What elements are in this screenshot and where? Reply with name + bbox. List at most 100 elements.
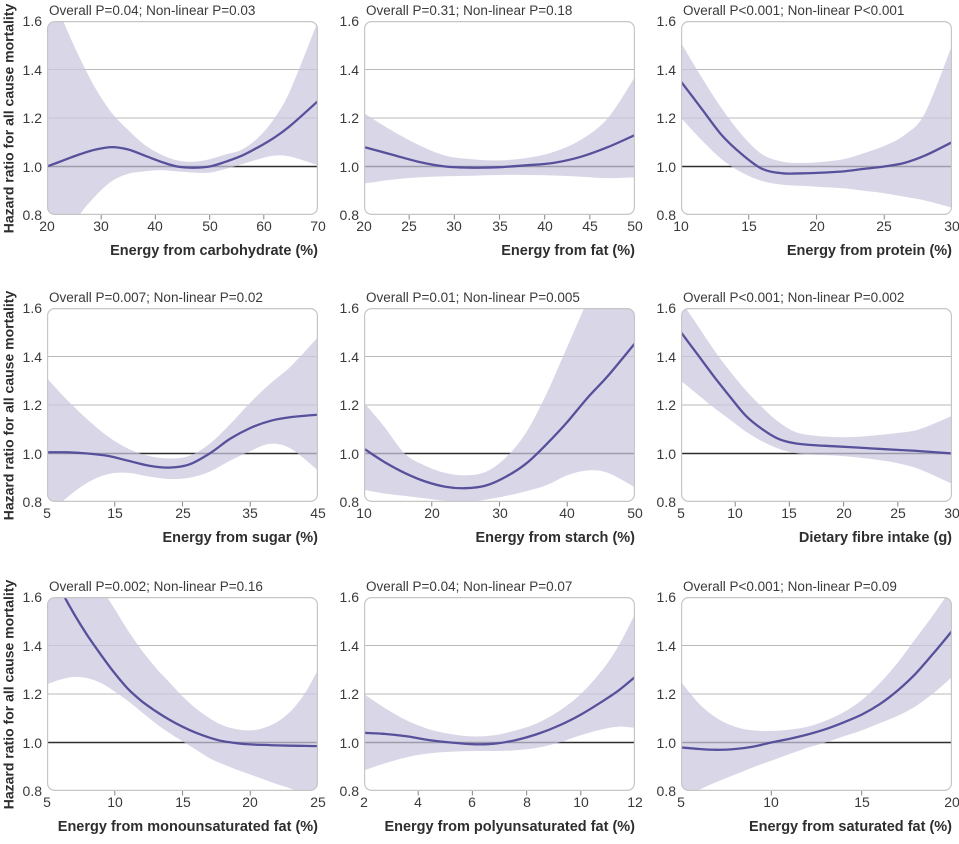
panel-title: Overall P=0.04; Non-linear P=0.03	[49, 3, 256, 18]
panel-fibre: Overall P<0.001; Non-linear P=0.002 1.6 1…	[634, 290, 959, 555]
y-tick-label: 1.0	[22, 159, 42, 175]
plot-frame	[364, 308, 635, 503]
y-tick-label: 1.2	[339, 110, 359, 126]
y-tick-label: 0.8	[656, 494, 676, 510]
spline-plot	[47, 308, 318, 507]
spline-plot	[364, 308, 635, 507]
x-axis-label: Energy from protein (%)	[786, 243, 952, 259]
y-tick-label: 1.4	[22, 638, 42, 654]
x-tick-label: 25	[890, 505, 906, 521]
x-tick-label: 30	[944, 505, 959, 521]
x-tick-label: 20	[39, 218, 55, 234]
confidence-band	[47, 337, 318, 502]
x-tick-label: 4	[414, 794, 422, 810]
panel-fat: Overall P=0.31; Non-linear P=0.18 1.6 1.4…	[317, 3, 643, 268]
x-axis-label: Dietary fibre intake (g)	[798, 530, 952, 546]
plot-area: 1.6 1.4 1.2 1.0 0.8 20 30 40 50 60 70	[0, 13, 326, 234]
hazard-ratio-curve	[47, 99, 318, 169]
x-tick-label: 10	[356, 505, 372, 521]
spline-plot	[681, 308, 952, 507]
x-tick-label: 40	[537, 218, 553, 234]
y-tick-label: 0.8	[339, 783, 359, 799]
confidence-band	[364, 76, 635, 184]
y-tick-label: 0.8	[22, 207, 42, 223]
y-tick-label: 1.2	[656, 686, 676, 702]
panel-polyunsaturated-fat: Overall P=0.04; Non-linear P=0.07 1.6 1.4…	[317, 579, 643, 844]
x-tick-label: 10	[573, 794, 589, 810]
x-tick-label: 12	[627, 794, 643, 810]
x-tick-label: 20	[944, 794, 959, 810]
x-axis-label: Energy from starch (%)	[475, 530, 635, 546]
x-tick-label: 35	[492, 218, 508, 234]
plot-area: 1.6 1.4 1.2 1.0 0.8 2 4 6 8 10 12	[317, 589, 643, 810]
y-tick-label: 0.8	[339, 207, 359, 223]
x-tick-label: 30	[93, 218, 109, 234]
confidence-band	[364, 308, 635, 502]
panel-title: Overall P<0.001; Non-linear P<0.001	[683, 3, 905, 18]
y-tick-label: 1.0	[656, 446, 676, 462]
y-tick-label: 1.6	[339, 13, 359, 29]
y-tick-label: 0.8	[22, 783, 42, 799]
y-tick-label: 1.0	[656, 735, 676, 751]
hazard-ratio-curve	[47, 413, 318, 469]
plot-frame	[47, 21, 318, 216]
x-tick-label: 40	[559, 505, 575, 521]
plot-area: 1.6 1.4 1.2 1.0 0.8 20 25 30 35 40 45 50	[317, 13, 643, 234]
y-tick-label: 1.6	[656, 589, 676, 605]
x-tick-label: 5	[677, 505, 685, 521]
x-tick-label: 40	[147, 218, 163, 234]
plot-area: 1.6 1.4 1.2 1.0 0.8 5 10 15 20	[634, 589, 959, 810]
x-axis-label: Energy from monounsaturated fat (%)	[57, 819, 318, 835]
hazard-ratio-curve	[364, 133, 635, 169]
y-tick-label: 1.6	[656, 300, 676, 316]
y-tick-label: 1.0	[22, 735, 42, 751]
y-tick-label: 1.0	[339, 446, 359, 462]
x-tick-label: 50	[627, 218, 643, 234]
plot-frame	[364, 21, 635, 216]
plot-frame	[47, 308, 318, 503]
confidence-band	[681, 597, 952, 791]
x-axis-label: Energy from sugar (%)	[162, 530, 319, 546]
x-tick-label: 10	[763, 794, 779, 810]
y-tick-label: 1.2	[22, 397, 42, 413]
plot-area: 1.6 1.4 1.2 1.0 0.8 5 10 15 20 25 30	[634, 300, 959, 521]
hazard-ratio-curve	[681, 80, 952, 175]
x-tick-label: 10	[107, 794, 123, 810]
spline-plot	[681, 597, 952, 796]
plot-frame	[681, 308, 952, 503]
panel-title: Overall P<0.001; Non-linear P=0.09	[683, 579, 897, 594]
y-tick-label: 1.4	[656, 62, 676, 78]
x-tick-label: 25	[310, 794, 326, 810]
plot-area: 1.6 1.4 1.2 1.0 0.8 10 15 20 25 30	[634, 13, 959, 234]
x-tick-label: 20	[836, 505, 852, 521]
plot-frame	[47, 597, 318, 792]
y-tick-label: 1.0	[339, 159, 359, 175]
x-tick-label: 50	[202, 218, 218, 234]
x-tick-label: 15	[781, 505, 797, 521]
y-tick-label: 1.4	[656, 349, 676, 365]
hazard-ratio-curve	[681, 629, 952, 751]
confidence-band	[681, 308, 952, 484]
y-tick-label: 1.2	[22, 110, 42, 126]
panel-title: Overall P=0.007; Non-linear P=0.02	[49, 290, 263, 305]
y-tick-label: 1.2	[339, 686, 359, 702]
plot-frame	[364, 597, 635, 792]
x-tick-label: 25	[876, 218, 892, 234]
y-tick-label: 0.8	[22, 494, 42, 510]
x-tick-label: 5	[43, 794, 51, 810]
panel-title: Overall P=0.31; Non-linear P=0.18	[366, 3, 573, 18]
x-tick-label: 70	[310, 218, 326, 234]
x-tick-label: 15	[175, 794, 191, 810]
spline-plot	[47, 597, 318, 796]
x-tick-label: 2	[360, 794, 368, 810]
x-tick-label: 8	[523, 794, 531, 810]
panel-starch: Overall P=0.01; Non-linear P=0.005 1.6 1.…	[317, 290, 643, 555]
y-tick-label: 1.6	[656, 13, 676, 29]
x-tick-label: 15	[854, 794, 870, 810]
plot-area: 1.6 1.4 1.2 1.0 0.8 5 10 15 20 25	[0, 589, 326, 810]
spline-plot	[364, 21, 635, 220]
y-tick-label: 1.6	[339, 300, 359, 316]
y-tick-label: 1.4	[22, 349, 42, 365]
panel-saturated-fat: Overall P<0.001; Non-linear P=0.09 1.6 1.…	[634, 579, 959, 844]
